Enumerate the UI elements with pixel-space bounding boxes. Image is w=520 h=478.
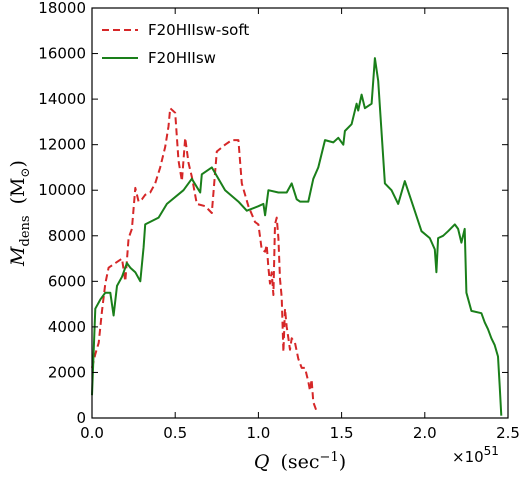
y-axis-unit-open: (M <box>7 178 29 205</box>
y-tick-label: 6000 <box>48 272 86 290</box>
y-tick-label: 12000 <box>38 136 86 154</box>
y-tick-label: 14000 <box>38 90 86 108</box>
y-axis-symbol: M <box>7 246 29 267</box>
y-axis-unit-close: ) <box>7 160 29 167</box>
x-offset-exponent: 51 <box>484 444 499 458</box>
y-tick-label: 16000 <box>38 45 86 63</box>
y-tick-label: 10000 <box>38 181 86 199</box>
x-tick-label: 0.5 <box>163 424 187 442</box>
x-axis-offset: ×1051 <box>452 444 499 466</box>
y-axis-unit-sub: ⊙ <box>18 167 32 177</box>
legend: F20HIIsw-soft F20HIIsw <box>102 21 249 67</box>
x-tick-label: 2.0 <box>413 424 437 442</box>
axis-ticks: 0.0 0.5 1.0 1.5 2.0 2.5 0 2000 4000 6000 8000 10000… <box>38 0 520 442</box>
legend-label-hii: F20HIIsw <box>148 49 216 67</box>
y-tick-label: 8000 <box>48 227 86 245</box>
x-axis-unit-exponent: −1 <box>320 450 339 465</box>
series-line-1 <box>91 57 503 416</box>
y-axis-title: Mdens (M⊙) <box>7 160 34 267</box>
x-offset-base: ×10 <box>452 448 484 466</box>
x-tick-label: 1.0 <box>246 424 270 442</box>
y-tick-label: 4000 <box>48 318 86 336</box>
legend-label-soft: F20HIIsw-soft <box>148 21 249 39</box>
x-axis-title: Q (sec−1) <box>254 450 346 473</box>
y-axis-subscript: dens <box>18 215 33 246</box>
x-axis-unit: (sec <box>280 451 319 473</box>
x-tick-label: 0.0 <box>80 424 104 442</box>
y-tick-label: 2000 <box>48 363 86 381</box>
plot-area-frame <box>91 7 509 419</box>
series-line-0 <box>91 107 318 412</box>
x-axis-unit-close: ) <box>339 451 346 473</box>
series-lines <box>91 57 503 416</box>
x-tick-label: 1.5 <box>330 424 354 442</box>
y-tick-label: 18000 <box>38 0 86 17</box>
x-tick-label: 2.5 <box>496 424 520 442</box>
y-tick-label: 0 <box>76 409 86 427</box>
x-axis-symbol: Q <box>254 451 270 473</box>
